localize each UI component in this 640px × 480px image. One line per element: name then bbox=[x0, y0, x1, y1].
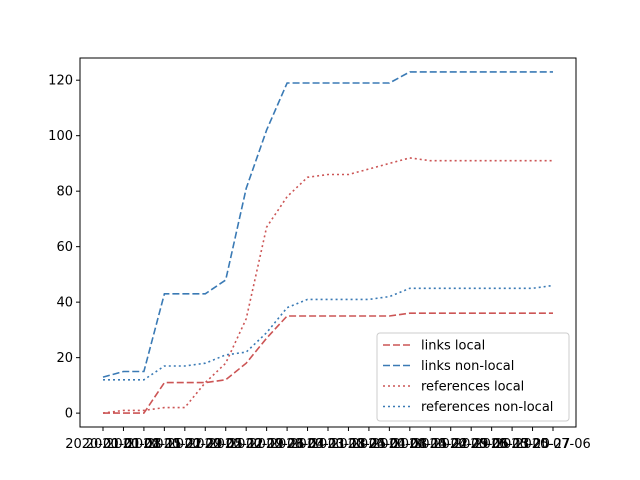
x-tick-label: 2020-05-13 bbox=[454, 437, 530, 452]
x-tick-label: 2020-05-27 bbox=[495, 437, 571, 452]
legend-label: links local bbox=[421, 339, 485, 354]
x-tick-label: 2020-03-25 bbox=[311, 437, 387, 452]
x-tick-label: 2020-03-04 bbox=[249, 437, 325, 452]
y-tick-label: 80 bbox=[56, 185, 73, 200]
x-tick-label: 2020-01-01 bbox=[65, 437, 141, 452]
x-tick-label: 2020-02-05 bbox=[167, 437, 243, 452]
y-tick-label: 0 bbox=[65, 407, 73, 422]
x-tick-label: 2020-04-22 bbox=[392, 437, 468, 452]
legend: links local links non-local references loc… bbox=[376, 332, 570, 422]
x-tick-label: 2020-05-06 bbox=[433, 437, 509, 452]
y-tick-label: 60 bbox=[56, 240, 73, 255]
x-tick-label: 2020-01-15 bbox=[106, 437, 182, 452]
x-tick-label: 2020-03-18 bbox=[290, 437, 366, 452]
x-tick-label: 2020-04-15 bbox=[372, 437, 448, 452]
y-axis: 0 20 40 60 80 100 120 bbox=[48, 74, 80, 422]
plot-lines bbox=[102, 71, 554, 414]
x-tick-label: 2020-02-26 bbox=[229, 437, 305, 452]
x-tick-label: 2020-02-19 bbox=[208, 437, 284, 452]
x-tick-label: 2020-04-08 bbox=[352, 437, 428, 452]
x-tick-label: 2020-01-08 bbox=[86, 437, 162, 452]
y-tick-label: 20 bbox=[56, 351, 73, 366]
x-tick-label: 2020-04-01 bbox=[331, 437, 407, 452]
x-tick-label: 2020-03-11 bbox=[270, 437, 346, 452]
series-line-0 bbox=[103, 312, 553, 414]
x-tick-label: 2020-01-29 bbox=[147, 437, 223, 452]
y-tick-label: 40 bbox=[56, 296, 73, 311]
legend-label: references local bbox=[421, 380, 524, 395]
y-tick-label: 120 bbox=[48, 74, 73, 89]
y-tick-label: 100 bbox=[48, 129, 73, 144]
series-line-1 bbox=[102, 71, 553, 378]
x-tick-label: 2020-05-20 bbox=[474, 437, 550, 452]
legend-label: links non-local bbox=[421, 359, 514, 374]
legend-label: references non-local bbox=[421, 400, 553, 415]
x-tick-label: 2020-01-22 bbox=[127, 437, 203, 452]
legend-box bbox=[376, 332, 570, 422]
x-tick-label: 2020-04-29 bbox=[413, 437, 489, 452]
series-line-2 bbox=[102, 157, 553, 414]
x-tick-label: 2020-07-06 bbox=[515, 437, 591, 452]
x-tick-label: 2020-02-12 bbox=[188, 437, 264, 452]
x-axis: 2020-01-012020-01-082020-01-152020-01-22… bbox=[65, 427, 591, 452]
